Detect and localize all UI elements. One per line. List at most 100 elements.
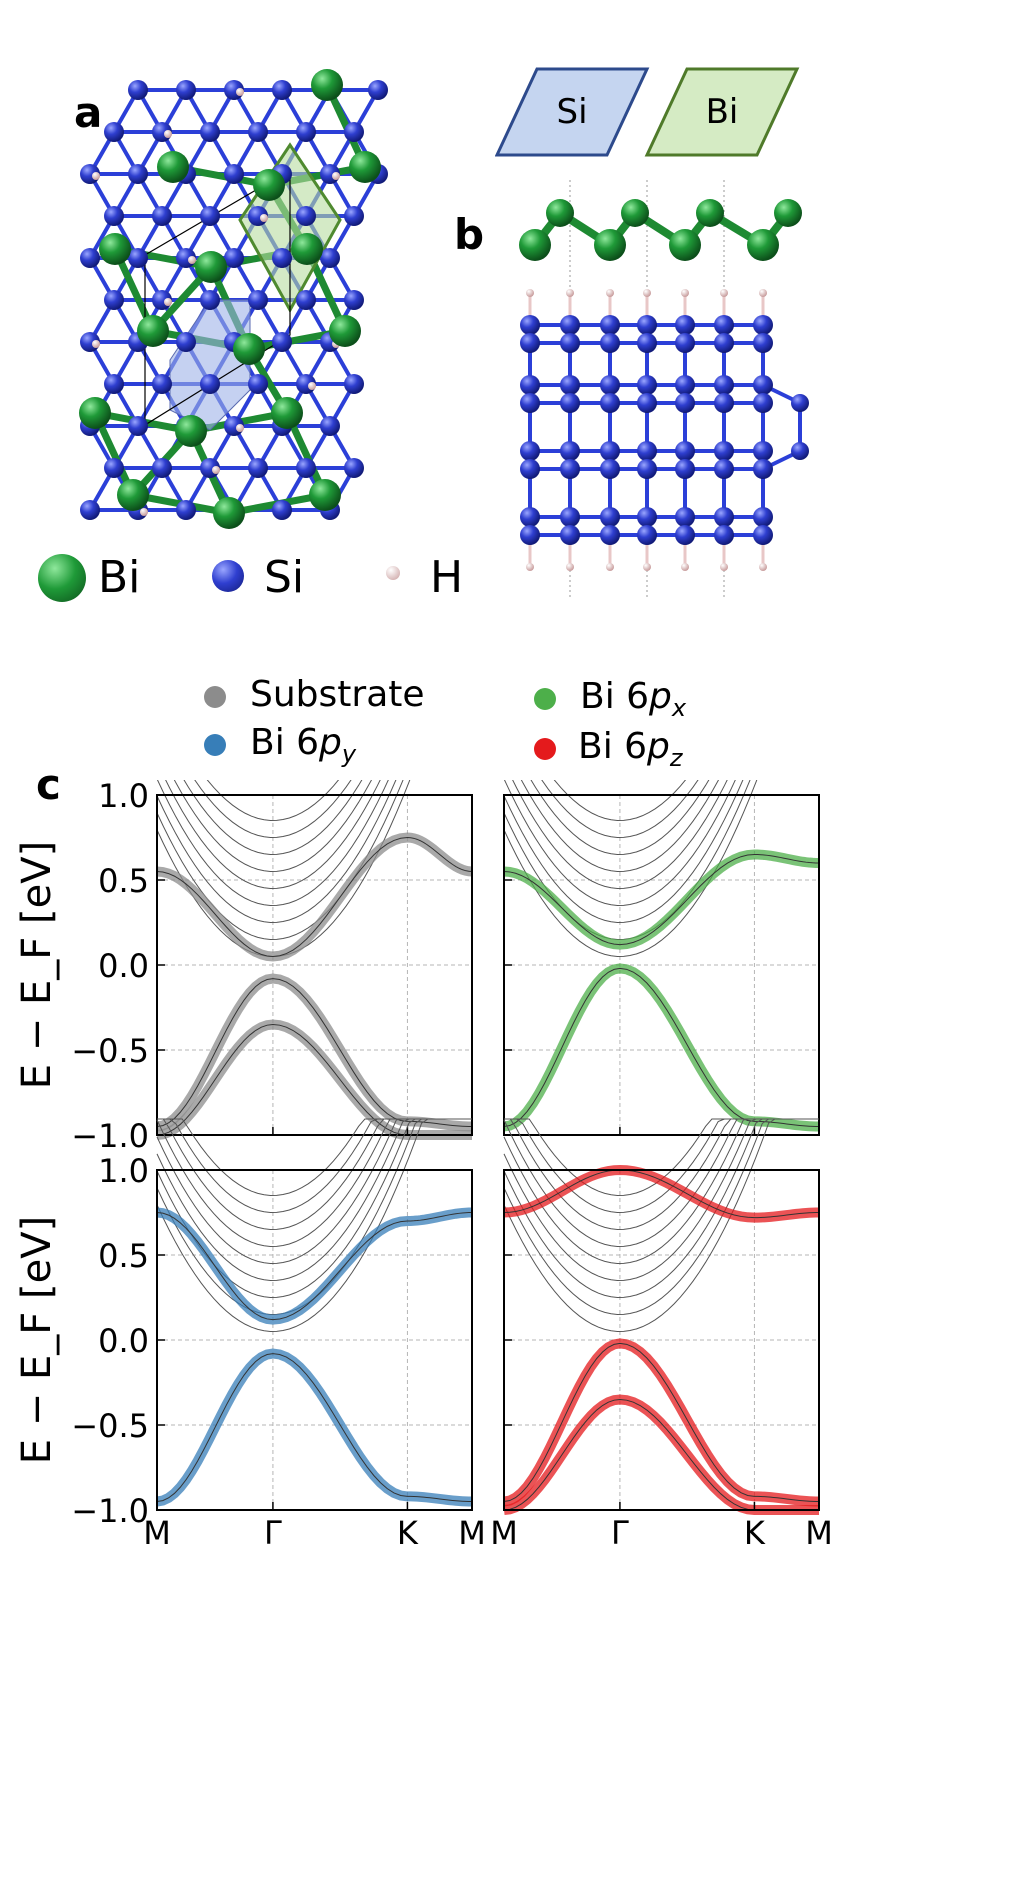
y-axis-label: E − E_F [eV] [14, 841, 60, 1089]
si-atom [520, 333, 540, 353]
bi-pz-prefix: Bi 6 [578, 726, 648, 767]
si-atom [714, 441, 734, 461]
band-conduction_bi-line [503, 1169, 820, 1219]
si-atom [320, 416, 340, 436]
si-atom [248, 458, 268, 478]
bi-atom [349, 151, 381, 183]
si-atom [80, 248, 100, 268]
bi-atom [291, 233, 323, 265]
si-atom [520, 375, 540, 395]
y-tick-label: −0.5 [71, 1032, 149, 1070]
si-atom [753, 507, 773, 527]
si-atom [296, 290, 316, 310]
supercell-outline [144, 168, 291, 427]
si-atom [152, 458, 172, 478]
structure-top-view [79, 69, 388, 529]
si-atom [344, 458, 364, 478]
si-atom [637, 507, 657, 527]
x-tick-label: M [805, 1514, 833, 1552]
bi-py-subscript: y [341, 740, 357, 769]
bi-py-marker [204, 734, 226, 756]
h-atom [140, 508, 148, 516]
substrate-bands [156, 1118, 472, 1332]
h-atom [164, 130, 172, 138]
si-atom [152, 206, 172, 226]
si-atom [675, 393, 695, 413]
band-conduction_min-line [156, 836, 473, 958]
bi-atom [157, 151, 189, 183]
bi-atom [175, 415, 207, 447]
y-tick-label: −1.0 [71, 1492, 149, 1530]
band-conduction_min [503, 849, 820, 950]
band-valence_top [156, 1348, 473, 1507]
si-atom [600, 393, 620, 413]
h-atom [759, 563, 767, 571]
si-atom [104, 122, 124, 142]
band-panel-top-left: 1.0 0.5 0.0 −0.5 −1.0 E − E_F [eV] [14, 780, 473, 1155]
y-tick-label: −1.0 [71, 1117, 149, 1155]
bi-atom [99, 233, 131, 265]
si-atom [368, 80, 388, 100]
si-atom [176, 80, 196, 100]
si-atom [675, 441, 695, 461]
x-tick-label: M [143, 1514, 171, 1552]
h-atom [720, 563, 728, 571]
si-atom [224, 164, 244, 184]
bi-atom [137, 315, 169, 347]
h-atom [236, 424, 244, 432]
h-atom [92, 340, 100, 348]
bi-atom [774, 199, 802, 227]
h-atom [759, 289, 767, 297]
si-atom [560, 441, 580, 461]
si-atom [224, 248, 244, 268]
h-atom [332, 172, 340, 180]
si-atom [714, 315, 734, 335]
band-conduction_min [156, 1207, 473, 1325]
si-atom [272, 500, 292, 520]
si-atom [296, 458, 316, 478]
si-atom [753, 459, 773, 479]
h-atom [308, 382, 316, 390]
si-atom [714, 393, 734, 413]
bi-atom [311, 69, 343, 101]
bi-atom [696, 199, 724, 227]
x-tick-label: K [397, 1514, 419, 1552]
si-atom [128, 80, 148, 100]
h-atom [212, 466, 220, 474]
si-unit-cell-highlight [169, 299, 251, 431]
si-atom [675, 315, 695, 335]
x-tick-label: M [490, 1514, 518, 1552]
bi-atom [271, 397, 303, 429]
si-atom [344, 374, 364, 394]
h-atom [526, 289, 534, 297]
si-atom [344, 290, 364, 310]
si-atom [248, 290, 268, 310]
bi-atom [253, 169, 285, 201]
bi-atom [329, 315, 361, 347]
si-atom [560, 375, 580, 395]
si-atom [753, 525, 773, 545]
panel-label-c: c [36, 760, 61, 809]
si-atom [560, 315, 580, 335]
si-atom [80, 500, 100, 520]
substrate-marker [204, 686, 226, 708]
bi-px-legend-label: Bi 6px [580, 676, 687, 723]
si-atom [600, 333, 620, 353]
si-atom [296, 122, 316, 142]
si-atom [560, 525, 580, 545]
si-atom [753, 393, 773, 413]
h-atom-marker [386, 566, 400, 580]
h-atom [566, 563, 574, 571]
h-atom [643, 563, 651, 571]
si-atom [176, 500, 196, 520]
si-atom [600, 507, 620, 527]
panel-label-b: b [454, 210, 485, 259]
h-atom [681, 563, 689, 571]
h-atom [260, 214, 268, 222]
si-atom [753, 315, 773, 335]
si-atom [320, 248, 340, 268]
si-atom [200, 374, 220, 394]
band-valence_top-line [156, 1353, 473, 1502]
si-atom [675, 333, 695, 353]
bi-atom [309, 479, 341, 511]
